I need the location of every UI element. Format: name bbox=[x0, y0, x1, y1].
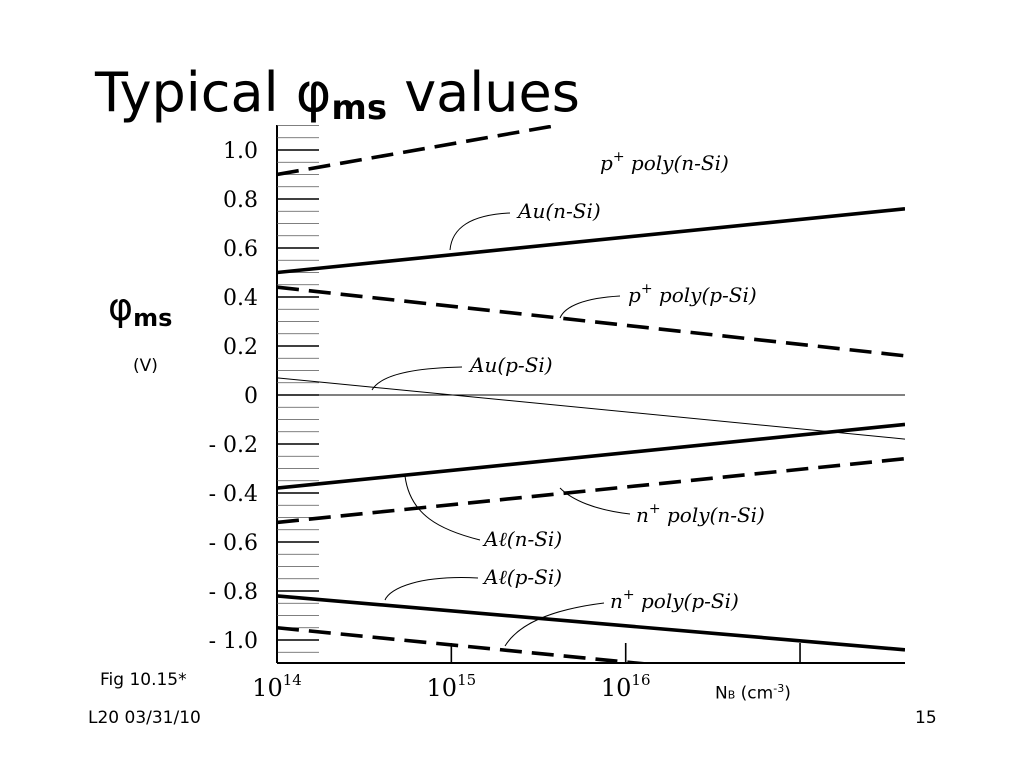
y-tick-label: - 0.4 bbox=[209, 482, 258, 507]
y-tick-label: - 0.8 bbox=[209, 580, 258, 605]
series-line-4 bbox=[277, 422, 905, 490]
y-tick-label: - 0.2 bbox=[209, 433, 258, 458]
curve-label: p+ poly(p-Si) bbox=[628, 281, 757, 307]
series-line-2 bbox=[277, 285, 905, 358]
curve-label: Aℓ(p-Si) bbox=[482, 565, 562, 589]
page-number: 15 bbox=[915, 708, 937, 728]
curve-label-leader bbox=[404, 475, 481, 541]
curve-label: n+ poly(p-Si) bbox=[610, 587, 739, 613]
curve-label: Aℓ(n-Si) bbox=[482, 527, 562, 551]
title-suffix: values bbox=[387, 61, 580, 124]
x-axis-unit-post: ) bbox=[784, 683, 791, 704]
figure-caption: Fig 10.15* bbox=[100, 670, 187, 690]
x-tick-label: 1014 bbox=[252, 671, 302, 702]
y-tick-label: 0.8 bbox=[223, 188, 258, 213]
x-axis-unit-exponent: -3 bbox=[773, 682, 785, 695]
x-tick-label: 1015 bbox=[427, 671, 477, 702]
series-line-3 bbox=[277, 377, 905, 440]
series-line-5 bbox=[277, 456, 905, 525]
footer-lecture-date: L20 03/31/10 bbox=[88, 708, 201, 728]
series-group bbox=[277, 125, 905, 663]
curve-label: Au(p-Si) bbox=[468, 353, 553, 377]
y-tick-label: - 1.0 bbox=[209, 629, 258, 654]
y-tick-label: - 0.6 bbox=[209, 531, 258, 556]
curve-label-leader bbox=[384, 577, 479, 601]
title-phi-symbol: φ bbox=[295, 61, 332, 124]
x-axis-symbol: N bbox=[715, 683, 728, 704]
x-tick-label: 1016 bbox=[601, 671, 651, 702]
curve-label-leader bbox=[449, 212, 511, 251]
series-line-0 bbox=[277, 125, 557, 177]
curve-label: p+ poly(n-Si) bbox=[600, 149, 729, 175]
curve-label-leader bbox=[371, 366, 463, 391]
y-tick-label: 1.0 bbox=[223, 139, 258, 164]
series-line-1 bbox=[277, 207, 905, 275]
y-axis-phi-symbol: φ bbox=[108, 285, 134, 329]
x-axis-subscript: B bbox=[727, 688, 736, 702]
y-tick-label: 0.2 bbox=[223, 335, 258, 360]
curve-label-leader bbox=[559, 295, 621, 319]
title-prefix: Typical bbox=[95, 61, 296, 124]
title-subscript: ms bbox=[331, 88, 388, 128]
curve-label: Au(n-Si) bbox=[516, 199, 601, 223]
curve-label-leader bbox=[559, 487, 631, 515]
y-tick-label: 0.6 bbox=[223, 237, 258, 262]
y-tick-label: 0 bbox=[244, 384, 258, 409]
x-axis-unit-pre: (cm bbox=[735, 683, 774, 704]
slide-title: Typical φms values bbox=[95, 66, 580, 128]
series-line-7 bbox=[277, 625, 652, 663]
x-axis-title: NB (cm-3) bbox=[715, 682, 791, 704]
y-axis-subscript: ms bbox=[133, 304, 173, 332]
series-line-6 bbox=[277, 594, 905, 652]
curve-label: n+ poly(n-Si) bbox=[636, 501, 765, 527]
y-axis-unit: (V) bbox=[133, 356, 158, 376]
y-axis-title: φms bbox=[108, 288, 172, 330]
y-tick-label: 0.4 bbox=[223, 286, 258, 311]
curve-label-leader bbox=[504, 602, 605, 647]
